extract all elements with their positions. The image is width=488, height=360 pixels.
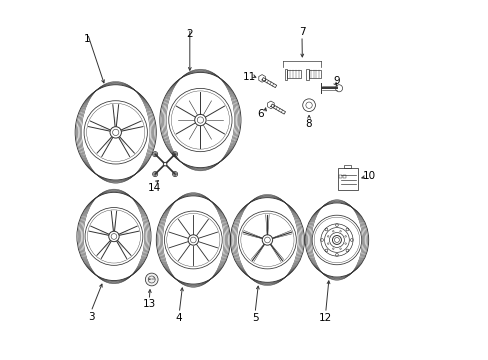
Text: 9: 9: [333, 76, 340, 86]
Bar: [344, 165, 351, 168]
Text: 13: 13: [142, 299, 156, 309]
Text: 7: 7: [298, 27, 305, 37]
Text: 12: 12: [318, 313, 331, 323]
Bar: [285, 69, 286, 80]
Text: 10: 10: [363, 171, 376, 181]
Text: 1: 1: [84, 34, 91, 44]
Bar: [339, 175, 342, 178]
Text: 3: 3: [87, 312, 94, 322]
Text: audi: audi: [147, 278, 155, 282]
Bar: [337, 168, 357, 190]
Bar: [343, 175, 346, 178]
Text: 4: 4: [176, 313, 182, 323]
Bar: [286, 70, 300, 78]
Text: 11: 11: [242, 72, 255, 82]
Text: 2: 2: [186, 28, 193, 39]
Circle shape: [145, 273, 158, 286]
Bar: [305, 69, 308, 80]
Text: 6: 6: [257, 109, 263, 119]
Text: 5: 5: [251, 313, 258, 323]
Text: 14: 14: [147, 183, 161, 193]
Text: 8: 8: [305, 118, 312, 129]
Bar: [308, 70, 320, 78]
